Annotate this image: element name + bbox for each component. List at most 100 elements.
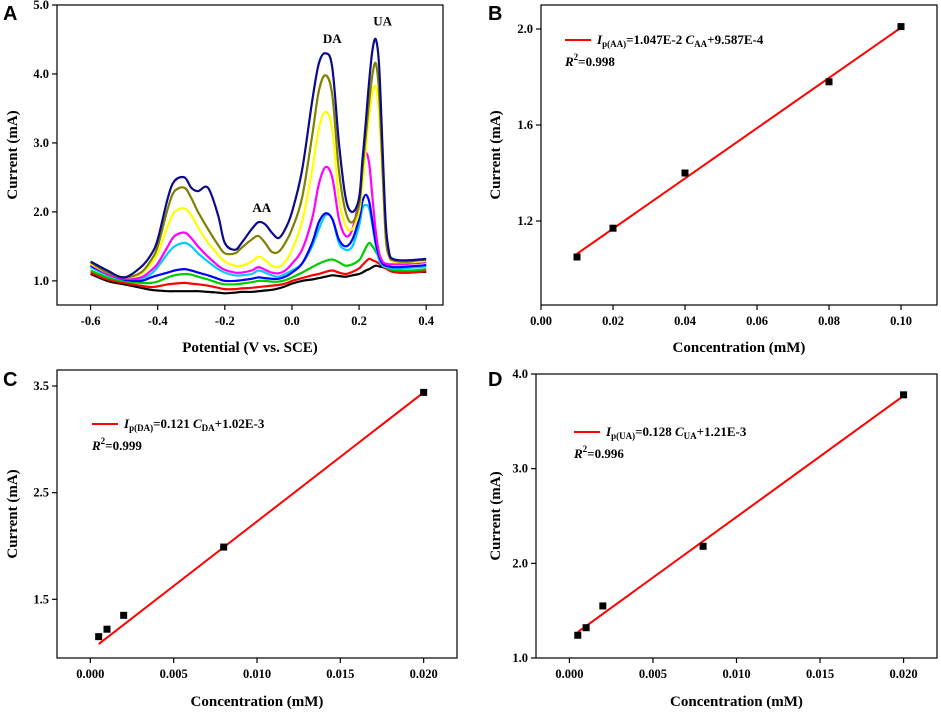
eq-slope: =0.128 [635,424,675,439]
eq-i-sub: p(UA) [611,431,635,441]
data-point [574,631,582,639]
r2-sup: 2 [583,444,588,454]
legend-r2: R2=0.996 [573,444,624,461]
data-point [95,633,103,641]
y-tick-label: 3.0 [33,136,49,150]
plot-frame [56,4,444,306]
y-axis-title: Current (mA) [5,110,21,199]
x-axis-title: Concentration (mM) [670,694,803,710]
y-tick-label: 5.0 [33,0,49,12]
x-tick-label: 0.020 [410,667,438,681]
eq-intercept: +1.02E-3 [215,416,265,431]
y-tick-label: 3.5 [33,379,49,393]
eq-i: I [605,424,612,439]
fit-line [576,26,902,255]
x-tick-label: 0.000 [76,667,104,681]
y-tick-label: 1.5 [33,592,49,606]
r2-value: =0.999 [105,438,142,453]
x-axis-title: Potential (V vs. SCE) [182,340,318,356]
data-point [681,169,689,177]
eq-c-sub: AA [694,39,707,49]
data-point [699,542,707,550]
y-tick-label: 2.0 [512,556,528,570]
panel-letter: C [3,369,17,391]
x-tick-label: 0.4 [418,314,434,328]
cv-series-line [90,37,427,279]
x-tick-label: -0.6 [81,314,101,328]
data-point [900,391,908,399]
y-axis-title: Current (mA) [5,469,21,558]
panel-letter: D [488,369,502,391]
cv-curves [89,37,427,295]
x-tick-label: 0.010 [722,667,750,681]
peak-label-da: DA [323,31,342,46]
y-tick-label: 4.0 [512,367,528,381]
x-tick-label: 0.08 [818,314,840,328]
x-tick-label: 0.000 [555,667,583,681]
y-tick-label: 1.6 [517,118,533,132]
x-tick-label: 0.005 [160,667,188,681]
y-tick-label: 2.0 [33,205,49,219]
plot-frame [540,4,938,306]
y-tick-label: 2.5 [33,486,49,500]
peak-label-aa: AA [252,200,271,215]
eq-intercept: +1.21E-3 [697,424,747,439]
x-tick-label: -0.2 [215,314,235,328]
y-tick-label: 4.0 [33,67,49,81]
y-tick-label: 3.0 [512,462,528,476]
x-axis-title: Concentration (mM) [191,694,324,710]
y-tick-label: 2.0 [517,22,533,36]
y-tick-label: 1.0 [512,651,528,665]
x-tick-label: 0.00 [530,314,552,328]
panel-A: A -0.6 -0.4 -0.2 0.0 0.2 0.4 1.0 2.0 3.0 4.0 5.0 Pot… [3,0,444,356]
y-axis-title: Current (mA) [488,110,504,199]
x-tick-label: 0.04 [674,314,697,328]
data-point [609,224,617,232]
x-tick-label: 0.0 [284,314,300,328]
x-tick-label: 0.2 [351,314,367,328]
eq-intercept: +9.587E-4 [707,32,764,47]
data-point [825,78,833,86]
r2-value: =0.998 [578,54,615,69]
data-point [582,624,590,632]
r2-value: =0.996 [587,446,624,461]
y-tick-label: 1.2 [517,214,533,228]
eq-i-sub: p(DA) [129,423,153,433]
panel-B: B 0.00 0.02 0.04 0.06 0.08 0.10 1.2 1.6 2.0 Concen… [488,3,938,356]
r2-r: R [91,438,101,453]
y-axis-title: Current (mA) [488,471,504,560]
data-point [573,253,581,261]
eq-c: C [685,32,694,47]
fit-line [98,391,425,645]
eq-slope: =0.121 [153,416,193,431]
cv-series-line [90,193,427,283]
data-point [220,543,228,551]
eq-c-sub: DA [202,423,215,433]
legend-r2: R2=0.999 [91,436,142,453]
eq-slope: =1.047E-2 [626,32,685,47]
legend-equation: Ip(AA)=1.047E-2 CAA+9.587E-4 [596,32,764,49]
data-point [897,23,905,31]
eq-i: I [596,32,603,47]
x-tick-label: 0.015 [326,667,354,681]
eq-c-sub: UA [684,431,697,441]
data-point [420,388,428,396]
panel-letter: A [3,3,17,25]
r2-sup: 2 [574,52,579,62]
x-tick-label: 0.005 [639,667,667,681]
r2-r: R [564,54,574,69]
x-axis-title: Concentration (mM) [673,340,806,356]
eq-i-sub: p(AA) [602,39,626,49]
cv-series-line [90,264,427,295]
x-tick-label: 0.010 [243,667,271,681]
peak-label-ua: UA [373,14,392,29]
legend-equation: Ip(DA)=0.121 CDA+1.02E-3 [123,416,265,433]
x-tick-label: 0.02 [602,314,624,328]
panel-letter: B [488,3,502,25]
eq-i: I [123,416,130,431]
eq-c: C [193,416,202,431]
panel-D: D 0.000 0.005 0.010 0.015 0.020 1.0 2.0 3.0 4.0 Co… [488,367,938,710]
r2-r: R [573,446,583,461]
x-tick-label: 0.06 [746,314,768,328]
